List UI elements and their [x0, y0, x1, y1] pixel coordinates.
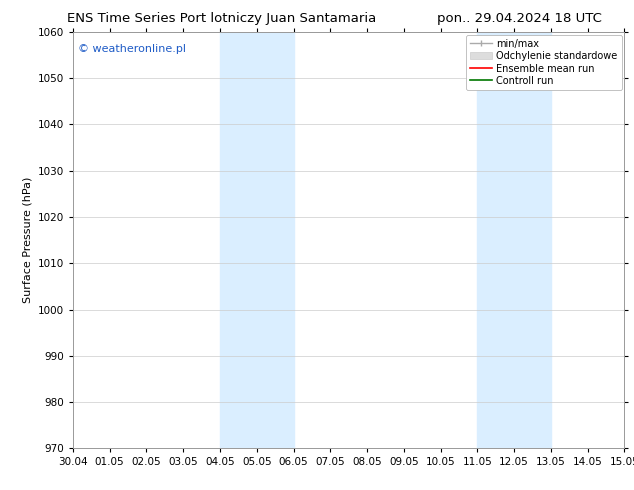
- Text: © weatheronline.pl: © weatheronline.pl: [79, 44, 186, 54]
- Bar: [477, 32, 551, 448]
- Text: ENS Time Series Port lotniczy Juan Santamaria: ENS Time Series Port lotniczy Juan Santa…: [67, 12, 377, 25]
- Text: pon.. 29.04.2024 18 UTC: pon.. 29.04.2024 18 UTC: [437, 12, 602, 25]
- Legend: min/max, Odchylenie standardowe, Ensemble mean run, Controll run: min/max, Odchylenie standardowe, Ensembl…: [466, 35, 621, 90]
- Y-axis label: Surface Pressure (hPa): Surface Pressure (hPa): [22, 177, 32, 303]
- Bar: [220, 32, 294, 448]
